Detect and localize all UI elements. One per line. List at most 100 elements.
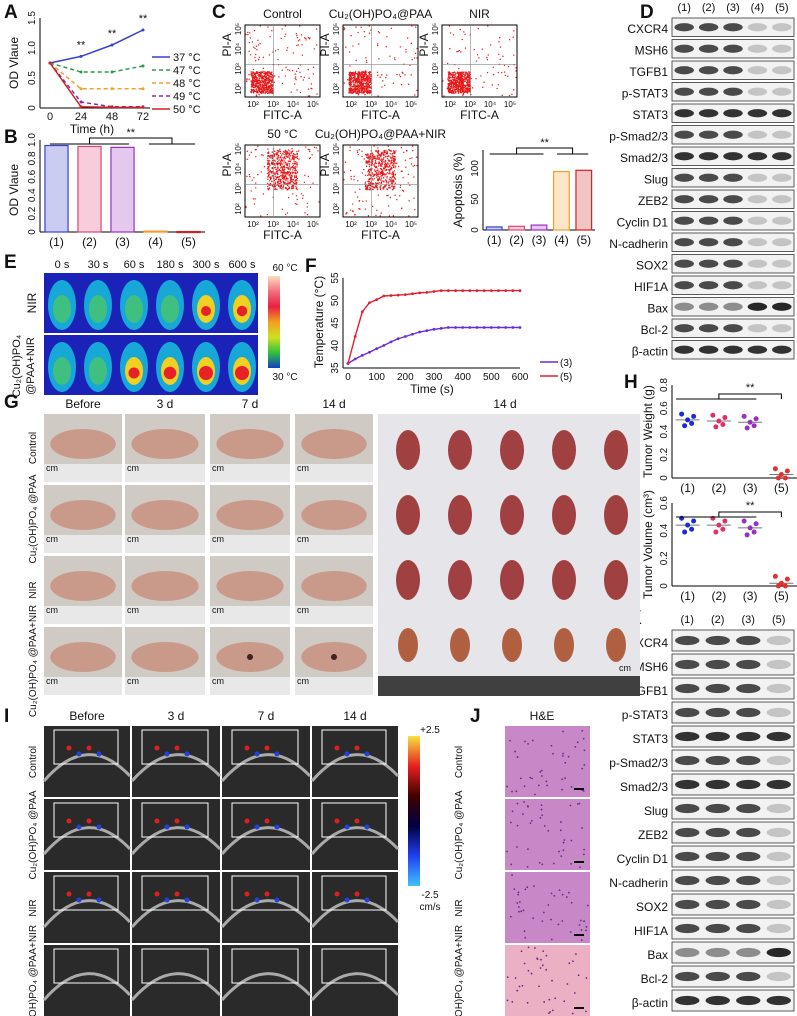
flow-event xyxy=(391,164,394,167)
ultrasound-image xyxy=(312,872,398,943)
flow-event xyxy=(248,78,250,81)
flow-event xyxy=(308,149,311,151)
flow-event xyxy=(283,170,286,173)
flow-event xyxy=(295,203,297,205)
flow-event xyxy=(305,37,307,40)
flow-event xyxy=(461,71,463,73)
protein-band xyxy=(747,87,768,96)
flow-event xyxy=(279,164,282,167)
data-point xyxy=(403,293,407,297)
protein-band xyxy=(747,324,768,333)
flow-event xyxy=(282,152,284,155)
protein-band xyxy=(736,995,761,1006)
flow-event xyxy=(508,38,511,41)
bar xyxy=(485,226,503,231)
flow-event xyxy=(383,181,385,183)
flow-event xyxy=(384,84,386,87)
flow-event xyxy=(354,73,356,76)
flow-event xyxy=(270,80,272,82)
flow-event xyxy=(268,163,271,165)
flow-event xyxy=(409,64,411,67)
nucleus xyxy=(551,1009,554,1012)
flow-event xyxy=(452,34,455,36)
flow-event xyxy=(254,198,256,200)
mouse-body xyxy=(131,429,199,459)
flow-event xyxy=(381,172,384,174)
lane-label: (1) xyxy=(681,614,694,626)
data-point xyxy=(679,411,685,417)
protein-band xyxy=(723,152,743,161)
flow-event xyxy=(390,157,392,160)
flow-event xyxy=(386,175,388,178)
protein-band xyxy=(766,683,791,694)
x-tick-label: (4) xyxy=(554,233,569,247)
flow-event xyxy=(358,85,360,87)
doppler-signal xyxy=(364,824,370,830)
flow-event xyxy=(295,169,297,172)
flow-event xyxy=(316,44,318,46)
flow-event xyxy=(400,146,403,149)
protein-band xyxy=(698,216,719,225)
nucleus xyxy=(516,756,519,758)
flow-event xyxy=(380,153,383,156)
flow-event xyxy=(355,86,358,88)
tumor xyxy=(604,560,628,600)
flow-event xyxy=(263,165,266,168)
flow-event xyxy=(266,167,269,170)
flow-event xyxy=(262,84,264,87)
flow-event xyxy=(452,73,455,76)
flow-event xyxy=(463,84,465,87)
y-tick-label: 10² xyxy=(332,83,341,95)
flow-event xyxy=(360,72,362,74)
flow-event xyxy=(266,163,269,165)
flow-event xyxy=(502,55,504,58)
flow-event xyxy=(382,188,384,190)
nucleus xyxy=(509,739,511,742)
flow-event xyxy=(458,67,460,70)
flow-event xyxy=(363,82,365,84)
flow-event xyxy=(465,73,467,76)
x-tick-label: (3) xyxy=(115,235,130,249)
tumor xyxy=(604,495,628,535)
flow-event xyxy=(257,44,260,46)
flow-event xyxy=(351,80,354,82)
nucleus xyxy=(541,814,544,817)
flow-event xyxy=(296,198,298,201)
nucleus xyxy=(564,761,567,764)
flow-event xyxy=(369,186,371,189)
flow-event xyxy=(456,80,459,82)
flow-event xyxy=(267,189,270,191)
protein-label: Bcl-2 xyxy=(641,323,669,337)
flow-event xyxy=(271,163,274,165)
flow-event xyxy=(389,165,391,167)
flow-event xyxy=(273,167,276,169)
flow-event xyxy=(258,77,260,79)
flow-event xyxy=(279,152,282,154)
nucleus xyxy=(582,790,585,792)
doppler-roi xyxy=(141,948,209,984)
nucleus xyxy=(540,775,543,777)
flow-event xyxy=(253,78,255,81)
flow-event xyxy=(258,89,261,92)
flow-event xyxy=(367,80,369,82)
ultrasound-image xyxy=(44,872,130,943)
data-point xyxy=(389,340,393,344)
protein-band xyxy=(705,995,730,1006)
flow-event xyxy=(292,185,294,188)
x-tick-label: 10⁵ xyxy=(405,220,417,229)
protein-band xyxy=(674,195,694,204)
data-point xyxy=(396,293,400,297)
flow-event xyxy=(458,82,460,85)
protein-label: Bcl-2 xyxy=(641,972,669,986)
flow-event xyxy=(253,90,256,92)
flow-event xyxy=(378,170,380,173)
nucleus xyxy=(540,958,542,961)
protein-band xyxy=(698,302,719,311)
y-tick-label: 0.4 xyxy=(659,424,670,438)
flow-event xyxy=(310,83,313,85)
nucleus xyxy=(580,939,583,942)
ruler xyxy=(125,677,205,695)
flow-event xyxy=(370,78,372,80)
data-point xyxy=(425,291,429,294)
flow-event xyxy=(303,181,306,184)
